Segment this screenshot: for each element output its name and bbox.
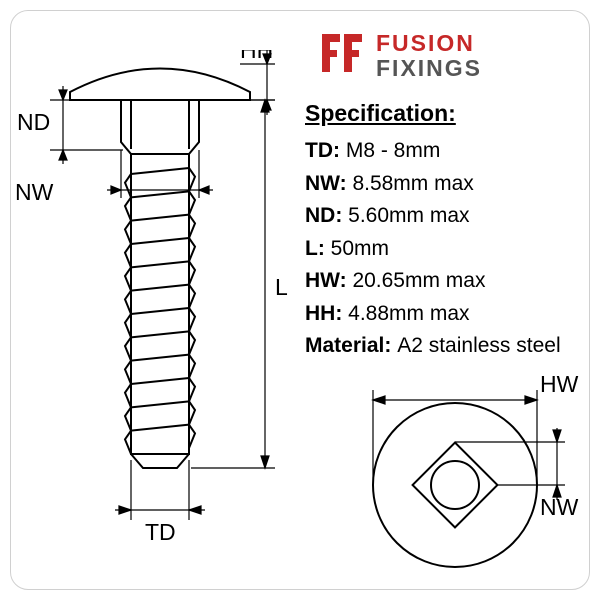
specification-rows: TD: M8 - 8mmNW: 8.58mm maxND: 5.60mm max… xyxy=(305,135,575,363)
canvas: FUSION FIXINGS Specification: TD: M8 - 8… xyxy=(0,0,600,600)
label-nw: NW xyxy=(15,179,54,205)
spec-label: TD: xyxy=(305,139,346,162)
brand-line2: FIXINGS xyxy=(376,56,482,80)
spec-label: NW: xyxy=(305,172,352,195)
spec-value: 50mm xyxy=(331,237,389,260)
spec-label: L: xyxy=(305,237,331,260)
bolt-side-view: HH ND NW xyxy=(15,50,295,550)
label-td: TD xyxy=(145,519,176,545)
label-hh: HH xyxy=(240,50,273,63)
spec-value: 8.58mm max xyxy=(352,172,473,195)
label-nw-top: NW xyxy=(540,494,579,520)
spec-label: ND: xyxy=(305,204,348,227)
brand-name: FUSION FIXINGS xyxy=(376,31,482,79)
brand-line1: FUSION xyxy=(376,31,482,55)
spec-row: Material: A2 stainless steel xyxy=(305,330,575,363)
spec-label: HH: xyxy=(305,302,348,325)
spec-value: 4.88mm max xyxy=(348,302,469,325)
spec-value: 20.65mm max xyxy=(352,269,485,292)
brand-logo: FUSION FIXINGS xyxy=(320,30,482,81)
spec-row: HW: 20.65mm max xyxy=(305,265,575,298)
label-nd: ND xyxy=(17,109,50,135)
spec-row: TD: M8 - 8mm xyxy=(305,135,575,168)
spec-row: NW: 8.58mm max xyxy=(305,168,575,201)
label-hw: HW xyxy=(540,371,579,397)
specification-block: Specification: TD: M8 - 8mmNW: 8.58mm ma… xyxy=(305,100,575,363)
spec-label: Material: xyxy=(305,334,397,357)
spec-row: ND: 5.60mm max xyxy=(305,200,575,233)
spec-value: A2 stainless steel xyxy=(397,334,560,357)
brand-icon xyxy=(320,30,366,81)
spec-row: HH: 4.88mm max xyxy=(305,298,575,331)
spec-value: 5.60mm max xyxy=(348,204,469,227)
spec-label: HW: xyxy=(305,269,352,292)
spec-value: M8 - 8mm xyxy=(346,139,441,162)
specification-title: Specification: xyxy=(305,100,575,127)
bolt-top-view: HW NW xyxy=(360,370,580,580)
label-l: L xyxy=(275,274,288,300)
spec-row: L: 50mm xyxy=(305,233,575,266)
